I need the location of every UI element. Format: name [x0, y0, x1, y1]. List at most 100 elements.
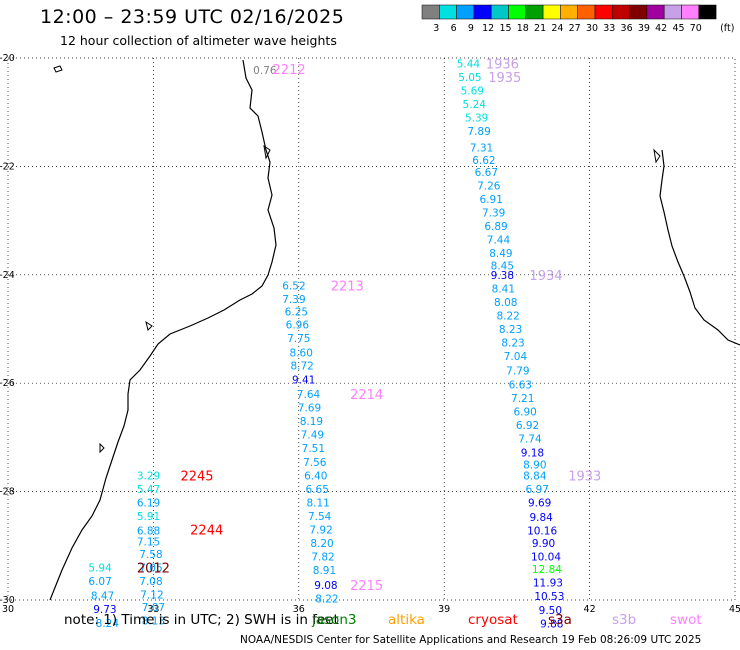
- pass-time-label: 2214: [350, 388, 383, 403]
- legend-label: 30: [586, 23, 598, 34]
- wave-height-value: 7.74: [518, 433, 542, 445]
- wave-height-value: 8.23: [499, 324, 522, 336]
- wave-height-value: 6.25: [285, 307, 308, 319]
- legend-label: 70: [690, 23, 702, 34]
- wave-height-value: 7.39: [282, 294, 305, 306]
- pass-time-label: 1935: [488, 71, 521, 86]
- wave-height-value: 7.12: [140, 590, 163, 602]
- legend-label: 21: [534, 23, 546, 34]
- wave-height-value: 8.90: [523, 460, 546, 472]
- wave-height-value: 6.65: [306, 484, 329, 496]
- wave-height-value: 6.63: [509, 379, 532, 391]
- wave-height-value: 7.08: [139, 576, 162, 588]
- wave-height-value: 8.49: [489, 248, 512, 260]
- wave-height-value: 6.07: [88, 576, 111, 588]
- wave-height-value: 7.75: [287, 333, 310, 345]
- wave-height-value: 7.39: [482, 207, 505, 219]
- wave-height-value: 3.29: [137, 470, 160, 482]
- wave-height-value: 5.91: [137, 511, 160, 523]
- pass-time-label: 2245: [180, 469, 213, 484]
- wave-height-value: 8.91: [313, 565, 336, 577]
- satellite-swot-label: swot: [670, 612, 702, 628]
- wave-height-value: 6.88: [137, 526, 160, 538]
- latitude-tick: -30: [0, 595, 15, 606]
- wave-height-value: 5.39: [465, 113, 488, 125]
- color-legend: 3 6 9 12 15 18 21 24 27 30 33 36 39 42 45 70 (ft): [421, 4, 734, 34]
- map-title: 12:00 – 23:59 UTC 02/16/2025: [40, 6, 345, 28]
- pass-time-label: 1933: [568, 469, 601, 484]
- wave-height-value: 7.05: [139, 562, 162, 574]
- wave-height-value: 6.97: [526, 484, 549, 496]
- legend-label: 9: [468, 23, 474, 34]
- longitude-tick: 33: [147, 604, 159, 615]
- legend-swatch: [421, 4, 440, 20]
- wave-height-value: 6.91: [480, 194, 503, 206]
- wave-height-value: 9.41: [292, 374, 315, 386]
- wave-height-value: 8.60: [290, 347, 313, 359]
- pass-time-label: 2012: [137, 561, 170, 576]
- latitude-tick: -20: [0, 53, 15, 64]
- wave-height-value: 8.20: [310, 538, 333, 550]
- wave-height-value: 10.04: [531, 552, 561, 564]
- legend-swatch: [508, 4, 527, 20]
- wave-height-value: 8.11: [306, 497, 329, 509]
- wave-height-value: 9.73: [93, 604, 116, 616]
- latitude-tick: -22: [0, 161, 15, 172]
- wave-height-value: 6.40: [304, 470, 327, 482]
- wave-height-value: 8.22: [496, 310, 519, 322]
- map-frame: [7, 57, 736, 601]
- legend-label: 12: [482, 23, 494, 34]
- wave-height-value: 9.08: [314, 580, 337, 592]
- wave-height-value: 5.05: [458, 72, 481, 84]
- wave-height-value: 9.50: [539, 605, 562, 617]
- wave-height-value: 7.51: [302, 443, 325, 455]
- wave-height-value: 6.52: [282, 281, 305, 293]
- wave-height-value: 6.89: [484, 221, 507, 233]
- pass-time-label: 2213: [331, 280, 364, 295]
- wave-height-value: 7.26: [477, 180, 501, 192]
- longitude-tick: 45: [729, 604, 740, 615]
- wave-height-value: 9.38: [491, 270, 514, 282]
- satellite-jason3-label: jason3: [312, 612, 357, 628]
- wave-height-value: 12.84: [532, 564, 562, 576]
- wave-height-value: 7.56: [303, 457, 327, 469]
- wave-height-value: 5.24: [463, 99, 487, 111]
- legend-swatch: [490, 4, 509, 20]
- legend-swatch: [698, 4, 717, 20]
- africa-coastline: [49, 59, 277, 601]
- units-note: note: 1) Time is in UTC; 2) SWH is in fe…: [64, 612, 339, 628]
- satellite-s3b-label: s3b: [612, 612, 637, 628]
- legend-swatch: [473, 4, 492, 20]
- wave-height-value: 9.88: [540, 618, 563, 630]
- legend-label: 27: [569, 23, 581, 34]
- pass-time-label: 2212: [273, 63, 306, 78]
- footer-credit: NOAA/NESDIS Center for Satellite Applica…: [240, 634, 702, 646]
- legend-swatch: [612, 4, 630, 20]
- latitude-tick: -26: [0, 378, 15, 389]
- wave-height-value: 7.07: [142, 602, 165, 614]
- wave-height-value: 7.44: [487, 235, 511, 247]
- latitude-labels: -20 -22 -24 -26 -28 -30: [0, 53, 15, 606]
- wave-height-value: 5.47: [137, 484, 160, 496]
- longitude-tick: 30: [2, 604, 14, 615]
- wave-height-value: 5.69: [461, 86, 484, 98]
- wave-height-value: 8.41: [492, 283, 515, 295]
- longitude-tick: 39: [438, 604, 450, 615]
- wave-height-value: 7.54: [308, 511, 332, 523]
- pass-time-label: 1936: [486, 57, 519, 72]
- legend-swatch: [525, 4, 544, 20]
- legend-label: 33: [603, 23, 615, 34]
- wave-height-value: 6.90: [513, 406, 536, 418]
- wave-height-value: 7.04: [504, 351, 528, 363]
- wave-height-value: 7.64: [297, 389, 321, 401]
- legend-label: 15: [499, 23, 511, 34]
- wave-height-value: 7.69: [298, 403, 321, 415]
- legend-swatch: [542, 4, 561, 20]
- legend-swatch: [439, 4, 457, 20]
- wave-height-value: 7.15: [137, 536, 160, 548]
- pass-time-label: 1934: [529, 269, 562, 284]
- legend-swatch: [663, 4, 682, 20]
- wave-height-value: 11.93: [533, 578, 563, 590]
- latitude-tick: -24: [0, 270, 15, 281]
